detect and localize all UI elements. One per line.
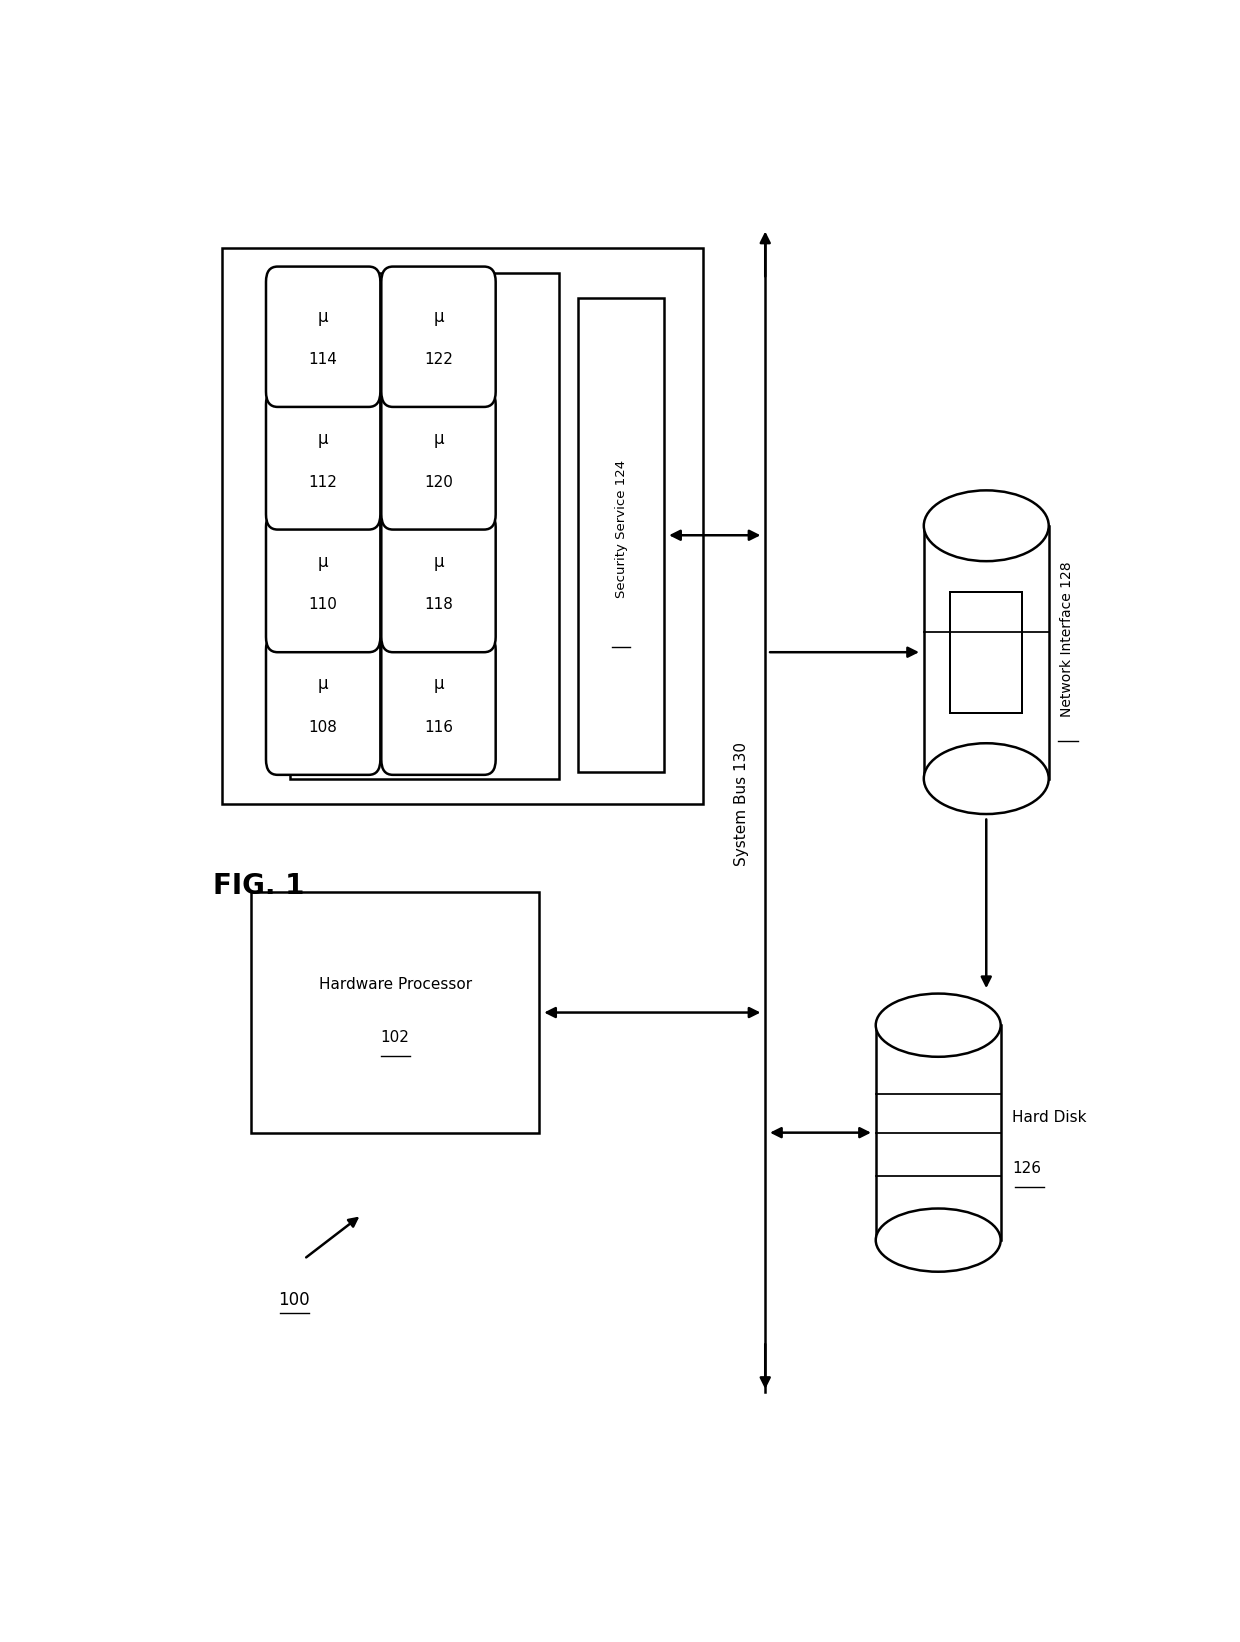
Bar — [290, 273, 559, 778]
Text: μ: μ — [317, 307, 329, 325]
Text: FIG. 1: FIG. 1 — [213, 872, 304, 900]
Ellipse shape — [924, 491, 1049, 562]
Text: μ: μ — [433, 307, 444, 325]
Bar — [875, 1025, 1001, 1240]
Ellipse shape — [875, 993, 1001, 1057]
FancyBboxPatch shape — [382, 266, 496, 407]
Bar — [578, 299, 665, 772]
Text: Memory 104: Memory 104 — [327, 276, 424, 291]
Text: 110: 110 — [309, 598, 337, 612]
Text: Hardware Processor: Hardware Processor — [319, 977, 471, 992]
FancyBboxPatch shape — [267, 389, 381, 530]
Text: Network Interface 128: Network Interface 128 — [1060, 562, 1074, 718]
FancyBboxPatch shape — [267, 634, 381, 775]
Text: 120: 120 — [424, 475, 453, 489]
Bar — [250, 893, 539, 1133]
Text: 122: 122 — [424, 351, 453, 368]
Text: 102: 102 — [381, 1030, 409, 1046]
Ellipse shape — [924, 744, 1049, 814]
Bar — [222, 248, 703, 805]
Text: μ: μ — [433, 675, 444, 693]
Text: 114: 114 — [309, 351, 337, 368]
FancyBboxPatch shape — [382, 389, 496, 530]
Text: 118: 118 — [424, 598, 453, 612]
Text: 116: 116 — [424, 719, 453, 736]
Bar — [924, 525, 1049, 778]
FancyBboxPatch shape — [382, 512, 496, 652]
Text: 100: 100 — [279, 1291, 310, 1309]
Text: μ: μ — [433, 553, 444, 571]
Text: Virtual Chassis 106: Virtual Chassis 106 — [305, 448, 320, 589]
Text: μ: μ — [317, 675, 329, 693]
Text: Security Service 124: Security Service 124 — [615, 460, 627, 598]
FancyBboxPatch shape — [267, 266, 381, 407]
Text: 112: 112 — [309, 475, 337, 489]
Ellipse shape — [875, 1209, 1001, 1271]
Text: μ: μ — [433, 430, 444, 448]
Text: μ: μ — [317, 430, 329, 448]
Bar — [950, 591, 1023, 713]
Text: μ: μ — [317, 553, 329, 571]
FancyBboxPatch shape — [267, 512, 381, 652]
Text: 108: 108 — [309, 719, 337, 736]
Text: 126: 126 — [1012, 1161, 1042, 1176]
Text: Hard Disk: Hard Disk — [1012, 1110, 1086, 1125]
FancyBboxPatch shape — [382, 634, 496, 775]
Text: System Bus 130: System Bus 130 — [734, 742, 749, 865]
